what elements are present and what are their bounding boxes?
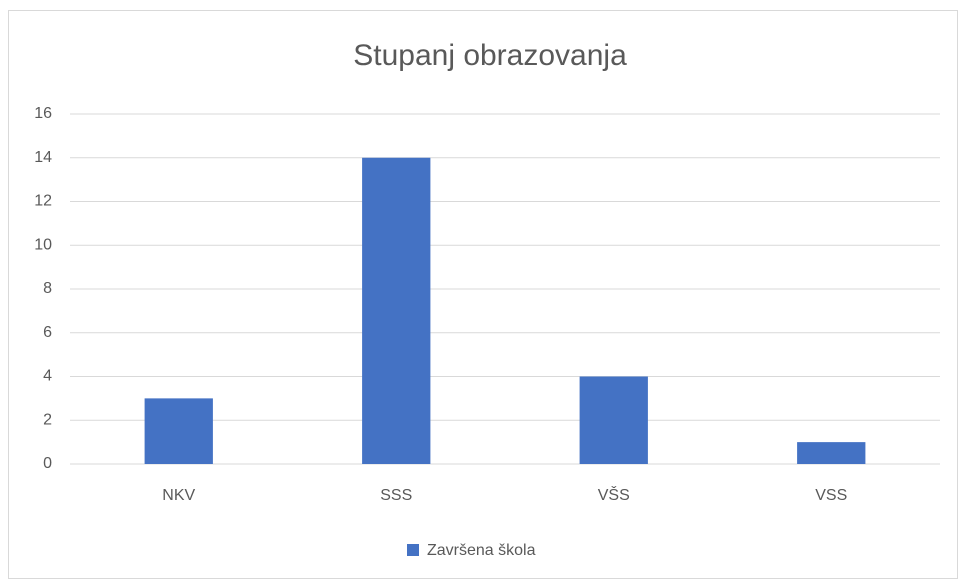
y-tick-label: 16 [34,105,52,122]
x-tick-label: SSS [380,487,412,504]
y-tick-label: 0 [43,455,52,472]
x-tick-label: VSS [815,487,847,504]
chart-title: Stupanj obrazovanja [353,39,627,72]
legend-swatch [407,544,419,556]
y-tick-label: 14 [34,149,52,166]
bar [579,376,648,464]
legend-label: Završena škola [427,542,536,559]
x-tick-label: VŠS [598,485,630,504]
chart-border [8,10,958,579]
y-tick-label: 8 [43,280,52,297]
y-tick-label: 6 [43,324,52,341]
y-tick-label: 12 [34,193,52,210]
bar [797,442,866,464]
bar [362,157,431,464]
bar [144,398,213,464]
y-tick-label: 10 [34,236,52,253]
y-tick-label: 4 [43,368,52,385]
y-tick-label: 2 [43,411,52,428]
x-tick-label: NKV [162,487,195,504]
